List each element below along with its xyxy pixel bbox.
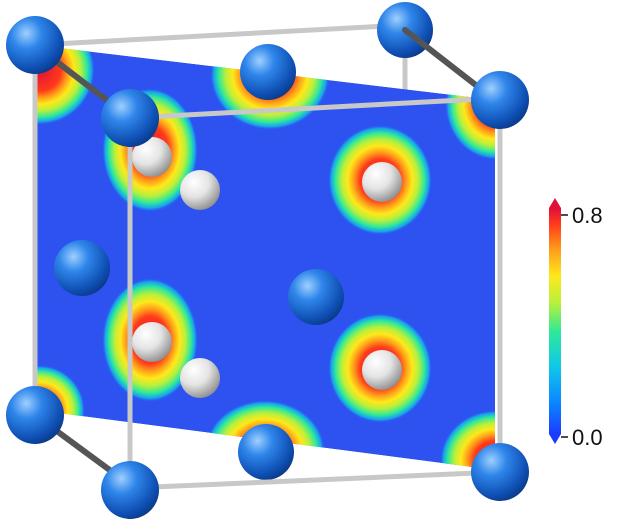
colorbar-gradient [549, 208, 561, 434]
small-atom [132, 322, 172, 362]
large-atom [54, 240, 110, 296]
small-atom [180, 358, 220, 398]
corner-atoms [6, 16, 529, 519]
large-atom [288, 269, 344, 325]
colorbar-max-label: 0.8 [572, 203, 603, 228]
colorbar-min-arrow [549, 434, 561, 444]
cell-edge [34, 22, 406, 48]
large-atom [101, 89, 159, 147]
large-atom [6, 386, 64, 444]
large-atom [471, 71, 529, 129]
small-atom [132, 137, 172, 177]
large-atom [6, 16, 64, 74]
small-atom [180, 170, 220, 210]
cell-edge [129, 95, 501, 121]
colorbar-min-label: 0.0 [572, 425, 603, 450]
small-atom [362, 350, 402, 390]
small-atoms [132, 137, 402, 398]
front-cell-edges [127, 95, 503, 491]
back-atoms [54, 2, 433, 480]
cell-edge [129, 469, 501, 491]
density-halo [440, 410, 495, 470]
small-atom [362, 162, 402, 202]
large-atom [238, 424, 294, 480]
large-atom [471, 443, 529, 501]
large-atom [101, 461, 159, 519]
colorbar: 0.8 0.0 [549, 198, 603, 450]
colorbar-max-arrow [549, 198, 561, 208]
large-atom [240, 44, 296, 100]
